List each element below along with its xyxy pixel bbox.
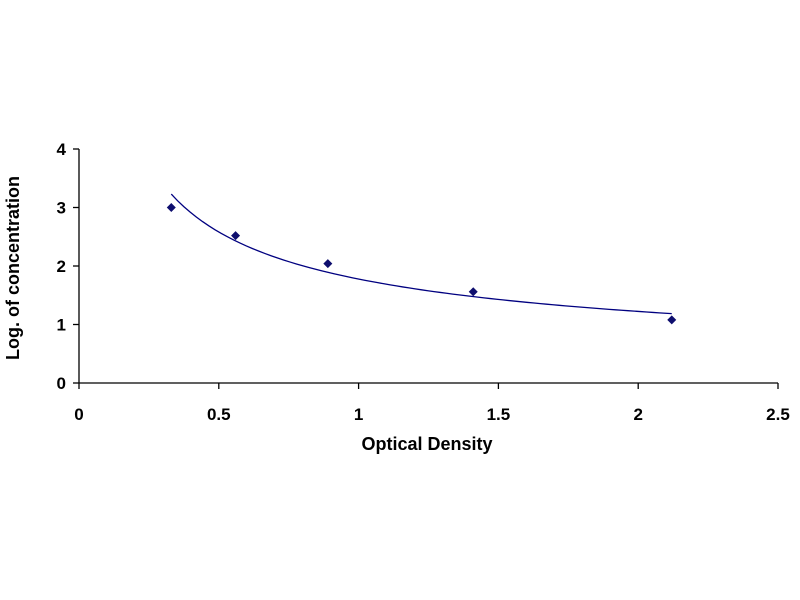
y-tick-label: 0 <box>57 374 66 393</box>
ticks <box>73 148 779 389</box>
y-axis-title: Log. of concentration <box>3 176 23 360</box>
x-tick-label: 1.5 <box>487 405 511 424</box>
data-markers <box>166 203 677 325</box>
data-point-marker <box>231 231 241 241</box>
y-tick-label: 2 <box>57 257 66 276</box>
x-tick-label: 0.5 <box>207 405 231 424</box>
y-tick-label: 1 <box>57 316 66 335</box>
y-tick-label: 4 <box>57 140 67 159</box>
data-point-marker <box>667 315 677 325</box>
x-tick-label: 0 <box>74 405 83 424</box>
y-tick-label: 3 <box>57 199 66 218</box>
data-point-marker <box>468 287 478 297</box>
x-tick-label: 2.5 <box>766 405 790 424</box>
data-point-marker <box>166 203 176 212</box>
x-tick-label: 2 <box>633 405 642 424</box>
axes <box>78 149 778 384</box>
x-axis-title: Optical Density <box>361 434 492 454</box>
tick-labels: 0 0.5 1 1.5 2 2.5 0 1 2 3 4 <box>57 140 790 424</box>
trend-curve <box>170 193 672 315</box>
data-point-marker <box>323 259 333 269</box>
x-tick-label: 1 <box>354 405 363 424</box>
